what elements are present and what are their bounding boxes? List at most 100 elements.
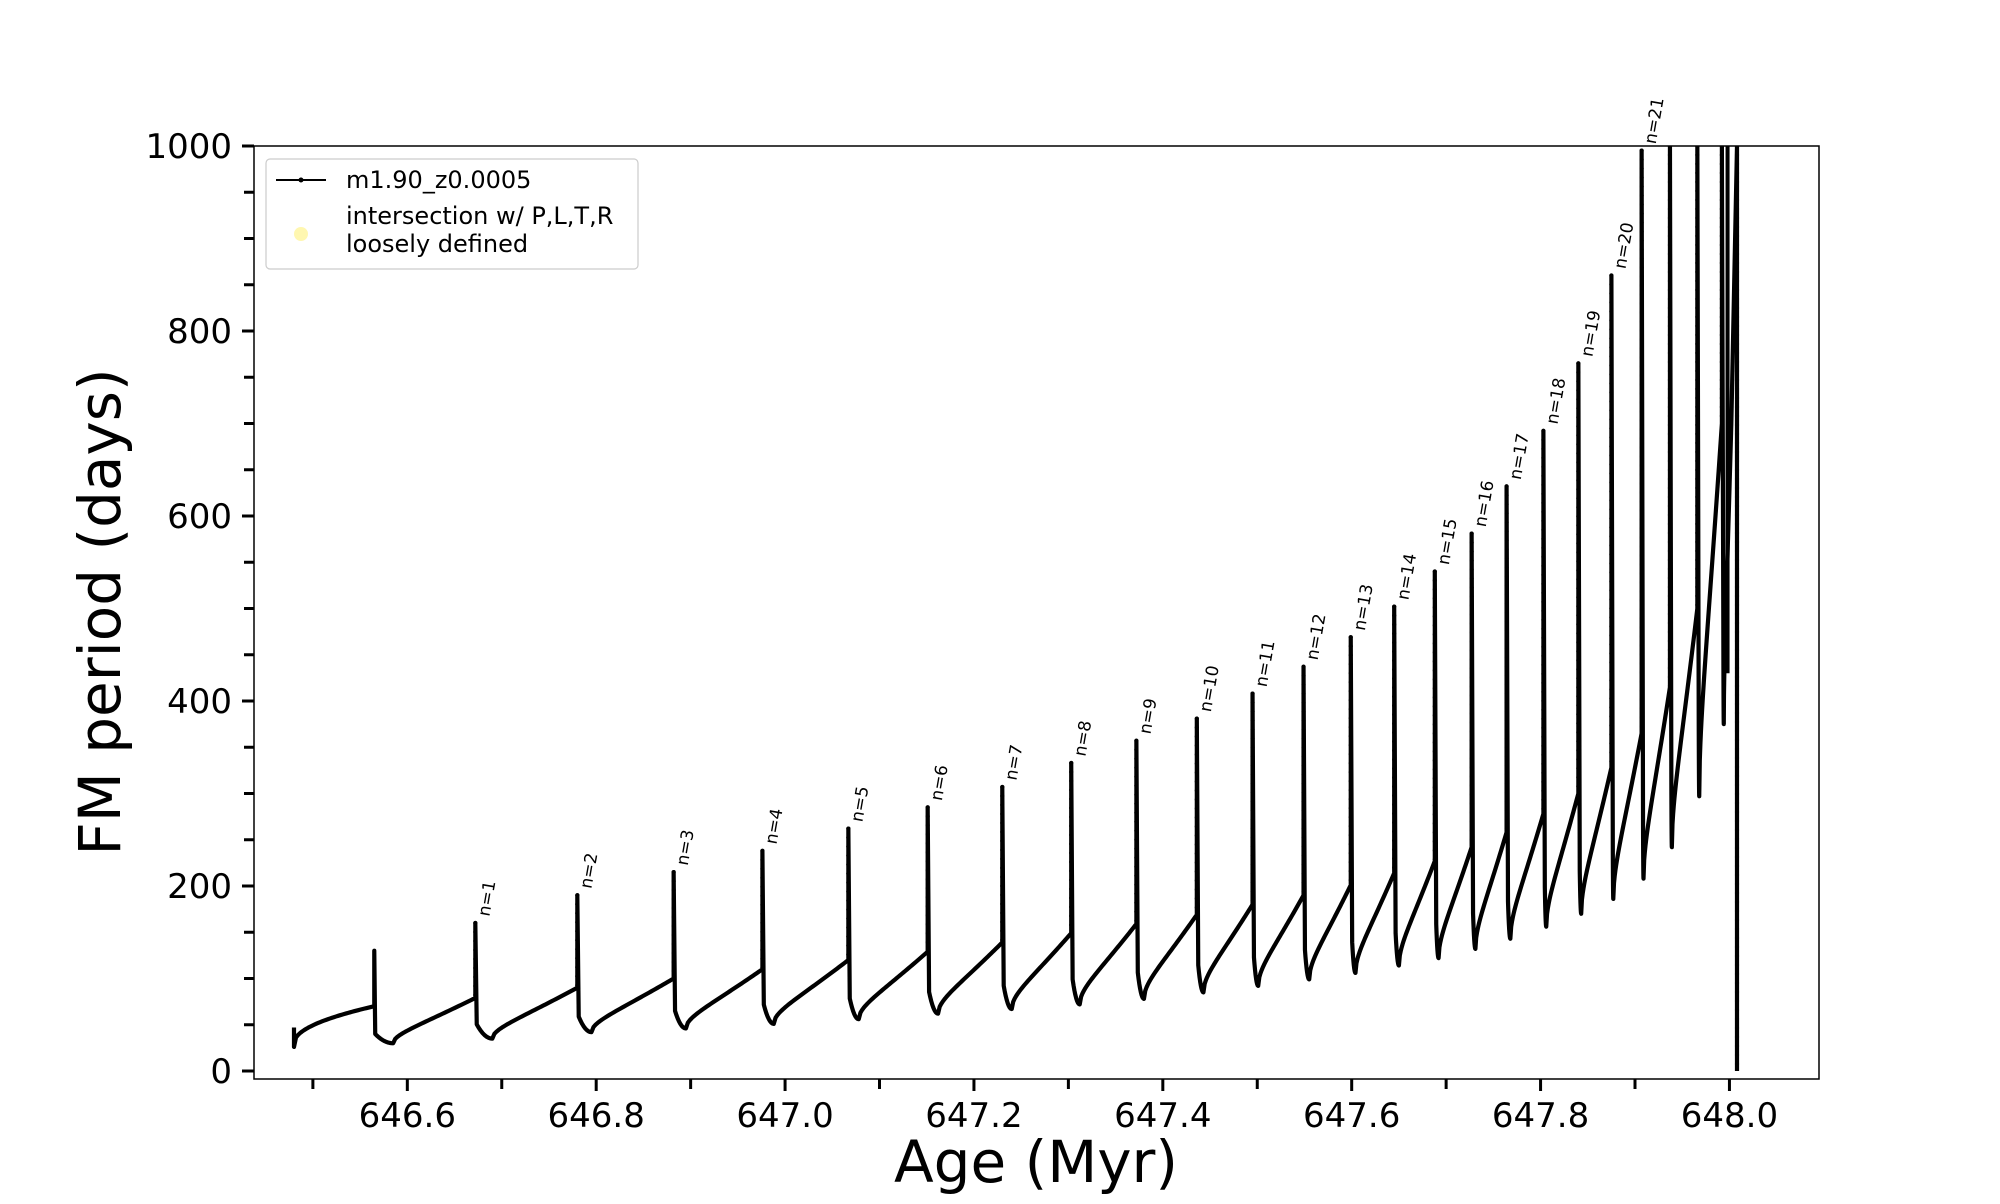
series-point (1734, 296, 1740, 302)
series-point (1609, 273, 1614, 278)
series-point (1000, 829, 1005, 835)
series-point (1432, 731, 1437, 736)
series-point (1734, 206, 1740, 212)
series-point (1250, 817, 1255, 822)
series-point (473, 956, 478, 962)
series-point (1541, 428, 1546, 433)
series-point (1734, 1052, 1740, 1058)
series-point (1469, 558, 1474, 563)
series-point (1301, 889, 1306, 894)
series-point (1504, 727, 1509, 732)
series-point (1576, 478, 1581, 483)
series-point (1541, 770, 1546, 776)
series-point (1301, 826, 1306, 831)
series-point (1000, 820, 1005, 826)
series-point (575, 911, 580, 916)
series-point (575, 983, 580, 988)
series-point (760, 902, 765, 907)
legend-entry-series: m1.90_z0.0005 (346, 166, 531, 194)
series-point (1504, 799, 1509, 804)
series-point (1069, 913, 1074, 919)
series-point (1734, 386, 1740, 392)
series-point (1667, 395, 1673, 401)
series-point (1667, 251, 1673, 257)
series-point (1392, 703, 1397, 708)
series-point (1000, 847, 1005, 853)
series-point (1504, 511, 1509, 516)
series-point (1667, 287, 1673, 293)
series-point (1667, 584, 1673, 590)
series-point (1194, 770, 1199, 775)
series-point (1432, 596, 1437, 601)
x-axis-title: Age (Myr) (894, 1128, 1178, 1196)
series-point (1734, 818, 1740, 824)
series-point (1667, 503, 1673, 509)
series-point (1469, 576, 1474, 581)
series-point (1667, 611, 1673, 617)
series-point (1504, 601, 1509, 606)
series-point (1576, 757, 1581, 762)
series-point (1541, 581, 1546, 587)
series-point (1392, 757, 1397, 762)
series-point (1734, 242, 1740, 248)
series-point (1667, 242, 1673, 248)
series-point (575, 893, 580, 898)
pulse-label: n=4 (762, 807, 788, 846)
series-point (1609, 759, 1614, 764)
series-point (1069, 841, 1074, 847)
series-point (1301, 853, 1306, 858)
series-point (1504, 673, 1509, 678)
series-point (925, 859, 930, 864)
series-point (1667, 575, 1673, 581)
series-point (1695, 494, 1700, 500)
series-point (1667, 260, 1673, 266)
series-point (1541, 698, 1546, 704)
series-point (1250, 862, 1255, 867)
series-point (575, 902, 580, 907)
series-point (1504, 700, 1509, 705)
series-point (1639, 175, 1644, 180)
series-point (1541, 437, 1546, 442)
series-point (1069, 769, 1074, 775)
series-point (1639, 400, 1644, 405)
series-point (1639, 625, 1644, 630)
series-point (1069, 778, 1074, 784)
series-point (1194, 851, 1199, 856)
x-tick-label: 647.0 (736, 1096, 833, 1136)
series-point (1639, 571, 1644, 576)
series-point (1667, 206, 1673, 212)
series-point (1639, 670, 1644, 675)
series-point (1504, 493, 1509, 498)
series-point (1695, 224, 1700, 230)
series-point (1719, 341, 1724, 347)
series-point (1695, 467, 1700, 473)
series-point (1639, 535, 1644, 540)
series-point (1392, 847, 1397, 852)
series-point (1301, 736, 1306, 741)
series-point (846, 880, 851, 885)
series-point (1194, 716, 1199, 721)
series-point (1609, 534, 1614, 539)
plot-frame (253, 145, 1820, 1080)
series-point (1392, 748, 1397, 753)
series-point (1667, 323, 1673, 329)
series-point (1734, 260, 1740, 266)
series-point (1194, 797, 1199, 802)
series-point (1734, 188, 1740, 194)
series-point (1348, 815, 1353, 820)
series-point (1667, 413, 1673, 419)
series-point (1639, 436, 1644, 441)
series-point (1000, 874, 1005, 880)
y-tick-label: 1000 (145, 127, 232, 167)
series-point (1734, 557, 1740, 563)
series-point (1504, 754, 1509, 759)
series-point (1734, 809, 1740, 815)
series-point (1719, 287, 1724, 293)
series-point (1432, 686, 1437, 691)
series-point (1734, 638, 1740, 644)
series-point (1469, 549, 1474, 554)
series-point (1734, 845, 1740, 851)
series-point (1469, 648, 1474, 653)
series-point (1639, 697, 1644, 702)
series-point (1301, 745, 1306, 750)
